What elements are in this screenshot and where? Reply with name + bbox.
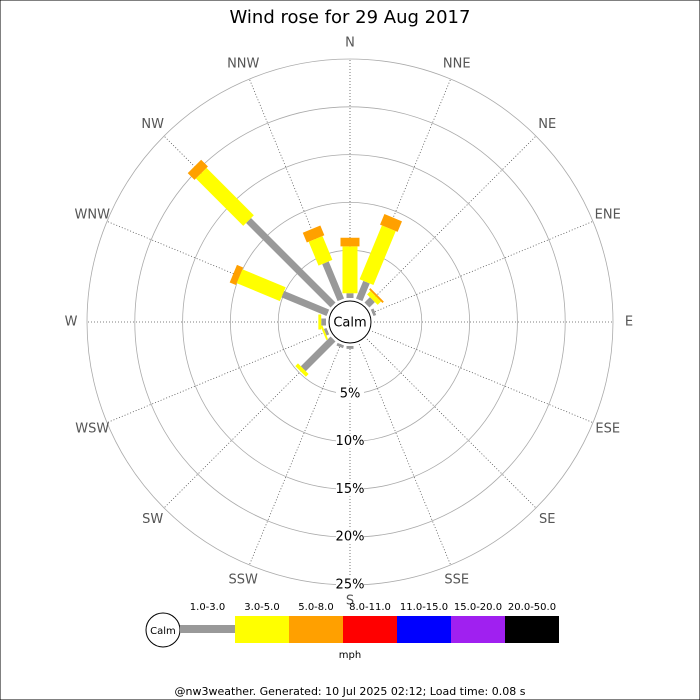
bar-segment — [359, 225, 396, 286]
calm-label: Calm — [333, 316, 366, 331]
ring-label: 15% — [336, 482, 365, 497]
direction-label: NW — [141, 117, 164, 132]
legend-swatch — [451, 616, 505, 643]
bar-segment — [323, 327, 330, 336]
legend-swatch — [397, 616, 451, 643]
direction-label: SE — [539, 512, 555, 527]
bar-segment — [346, 293, 354, 298]
bar-segment — [320, 325, 329, 340]
bar-segment — [246, 218, 336, 308]
ring-label: 20% — [336, 530, 365, 545]
calm-circle — [328, 300, 372, 344]
legend-calm-label: Calm — [150, 626, 176, 637]
bar-segment — [321, 318, 326, 326]
legend-label: 15.0-20.0 — [454, 602, 502, 613]
bar-segment — [369, 288, 384, 303]
bar-segment — [336, 342, 345, 349]
ring-label-bg — [336, 481, 364, 497]
direction-label: ESE — [595, 421, 620, 436]
spoke — [372, 220, 594, 314]
direction-label: S — [346, 594, 354, 609]
legend-label: 8.0-11.0 — [349, 602, 391, 613]
legend-swatch — [289, 616, 343, 643]
spoke — [366, 338, 537, 509]
legend-swatch — [235, 616, 289, 643]
direction-label: SSE — [444, 572, 469, 587]
bar-segment — [236, 269, 286, 302]
bar-segment — [300, 336, 336, 372]
bar-segment — [187, 159, 208, 180]
direction-label: SSW — [229, 572, 259, 587]
ring-label-bg — [336, 529, 364, 545]
ring-label-bg — [336, 385, 364, 401]
footer: @nw3weather. Generated: 10 Jul 2025 02:1… — [175, 685, 526, 698]
bar-segment — [380, 214, 402, 232]
bar-segment — [364, 297, 375, 308]
legend-label: 1.0-3.0 — [190, 602, 225, 613]
bar-segment — [342, 246, 358, 294]
bar-segment — [367, 290, 382, 305]
bar-segment — [308, 236, 333, 266]
spoke — [106, 330, 328, 424]
direction-label: ENE — [595, 208, 621, 223]
bar-segment — [318, 314, 322, 330]
bar-segment — [302, 225, 325, 243]
spoke — [358, 344, 452, 566]
bar-segment — [195, 167, 254, 226]
legend-swatch — [180, 625, 235, 633]
spoke — [366, 135, 537, 306]
direction-label: NNE — [443, 57, 471, 72]
bar-segment — [322, 261, 345, 302]
ring-label: 25% — [336, 578, 365, 593]
spoke — [248, 344, 342, 566]
legend-unit: mph — [339, 650, 361, 661]
spoke — [372, 330, 594, 424]
bar-segment — [340, 237, 360, 247]
legend-swatch — [343, 616, 397, 643]
direction-label: E — [625, 315, 633, 330]
bar-segment — [355, 280, 370, 302]
direction-label: NNW — [227, 57, 259, 72]
direction-label: SW — [142, 512, 163, 527]
bar-segment — [346, 346, 354, 349]
bar-segment — [295, 363, 309, 377]
legend-label: 20.0-50.0 — [508, 602, 556, 613]
legend-label: 11.0-15.0 — [400, 602, 448, 613]
legend-swatch — [505, 616, 559, 643]
ring-label: 5% — [340, 386, 361, 401]
ring-label-bg — [336, 577, 364, 592]
direction-label: W — [65, 315, 78, 330]
legend-label: 5.0-8.0 — [298, 602, 333, 613]
direction-label: WSW — [75, 421, 109, 436]
bar-segment — [229, 264, 244, 286]
ring-label: 10% — [336, 434, 365, 449]
bar-segment — [370, 308, 377, 317]
direction-label: NE — [538, 117, 556, 132]
direction-label: WNW — [75, 208, 111, 223]
direction-label: N — [345, 36, 355, 51]
chart-title: Wind rose for 29 Aug 2017 — [230, 7, 471, 28]
legend-label: 3.0-5.0 — [244, 602, 279, 613]
bar-segment — [281, 290, 330, 317]
ring-label-bg — [336, 433, 364, 449]
